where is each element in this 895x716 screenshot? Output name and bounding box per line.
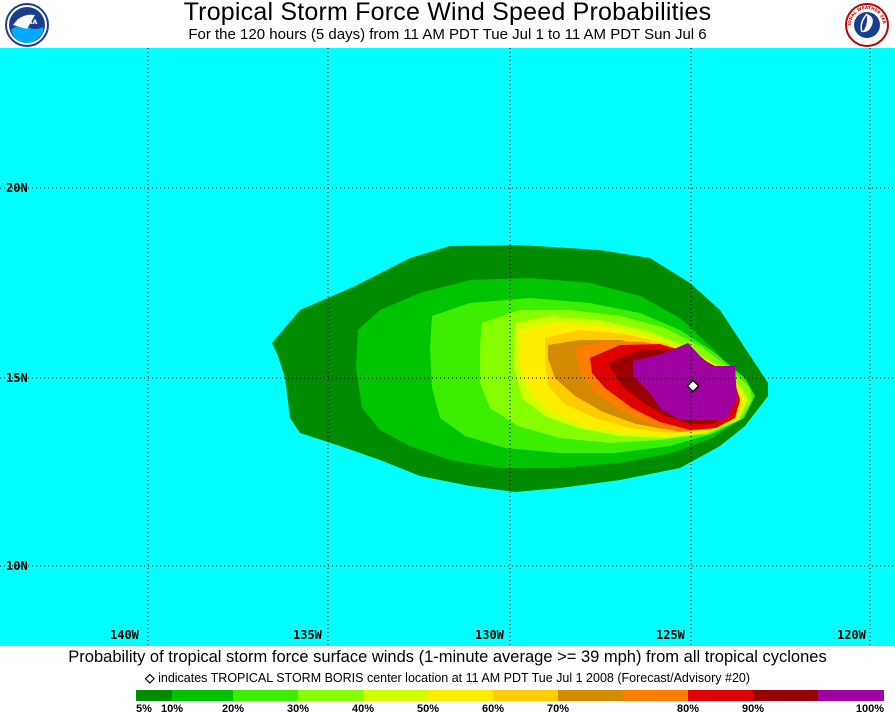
legend-label: 70%: [546, 703, 570, 715]
diamond-marker-icon: ◇: [144, 671, 155, 685]
legend-label: 10%: [160, 703, 184, 715]
footer-storm-note: ◇ indicates TROPICAL STORM BORIS center …: [0, 671, 895, 686]
legend-labels: 5% 10% 20% 30% 40% 50% 60% 70% 80% 90% 100%: [0, 703, 895, 716]
legend-label: 80%: [676, 703, 700, 715]
legend-label: 40%: [351, 703, 375, 715]
longitude-label-130w: 130W: [475, 628, 504, 642]
longitude-label-140w: 140W: [110, 628, 139, 642]
footer-description: Probability of tropical storm force surf…: [68, 648, 827, 666]
storm-note-text: indicates TROPICAL STORM BORIS center lo…: [158, 671, 751, 685]
storm-center-diamond-icon: [686, 379, 700, 393]
probability-contours: [272, 245, 768, 492]
legend-label: 30%: [286, 703, 310, 715]
legend-swatch: [558, 690, 623, 701]
legend-swatch: [688, 690, 753, 701]
legend-swatch: [136, 690, 172, 701]
legend-swatch: [363, 690, 428, 701]
map-title: Tropical Storm Force Wind Speed Probabil…: [183, 0, 712, 26]
legend-swatch: [623, 690, 688, 701]
legend-label: 50%: [416, 703, 440, 715]
noaa-logo: NOAA: [5, 3, 49, 47]
legend-swatch: [172, 690, 233, 701]
legend-swatch: [233, 690, 298, 701]
legend-swatch: [753, 690, 818, 701]
nws-logo: NATIONAL WEATHER SERVICE: [845, 3, 889, 47]
longitude-label-125w: 125W: [656, 628, 685, 642]
legend-label: 5%: [136, 703, 152, 715]
storm-center-marker: [686, 379, 700, 393]
longitude-label-135w: 135W: [293, 628, 322, 642]
legend-label: 20%: [221, 703, 245, 715]
probability-map: [0, 48, 895, 646]
probability-legend: [136, 690, 884, 701]
legend-swatch: [298, 690, 363, 701]
legend-swatch: [493, 690, 558, 701]
legend-swatch: [818, 690, 884, 701]
latitude-label-10n: 10N: [6, 559, 28, 573]
legend-label: 60%: [481, 703, 505, 715]
legend-label: 90%: [741, 703, 765, 715]
latitude-label-15n: 15N: [6, 371, 28, 385]
legend-label: 100%: [855, 703, 885, 715]
contour-100-percent: [633, 343, 737, 420]
map-subtitle: For the 120 hours (5 days) from 11 AM PD…: [188, 26, 707, 43]
longitude-label-120w: 120W: [837, 628, 866, 642]
header: NOAA Tropical Storm Force Wind Speed Pro…: [0, 0, 895, 48]
noaa-logo-text: NOAA: [17, 18, 38, 26]
latitude-label-20n: 20N: [6, 181, 28, 195]
legend-swatch: [428, 690, 493, 701]
